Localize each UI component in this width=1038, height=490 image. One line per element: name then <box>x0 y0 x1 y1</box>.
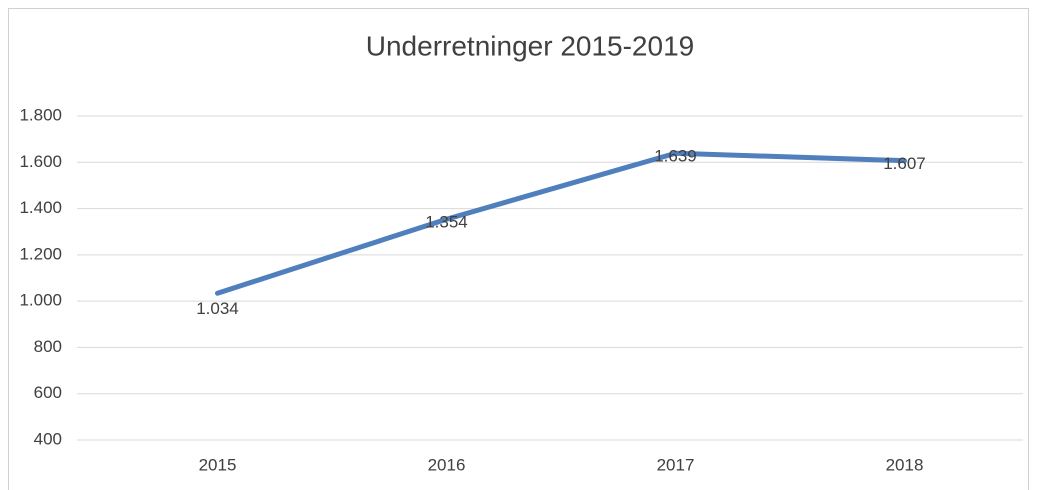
chart-frame <box>8 8 1029 490</box>
y-tick-label: 1.000 <box>19 291 62 310</box>
y-tick-label: 1.400 <box>19 198 62 217</box>
data-label: 1.354 <box>425 213 468 232</box>
x-tick-label: 2016 <box>428 455 466 474</box>
data-label: 1.607 <box>883 154 926 173</box>
y-tick-label: 1.200 <box>19 244 62 263</box>
y-tick-label: 800 <box>34 337 62 356</box>
y-tick-label: 400 <box>34 429 62 448</box>
data-label: 1.639 <box>654 147 697 166</box>
x-tick-label: 2015 <box>199 455 237 474</box>
data-label: 1.034 <box>196 299 239 318</box>
x-tick-label: 2018 <box>886 455 924 474</box>
y-tick-label: 1.600 <box>19 152 62 171</box>
x-tick-label: 2017 <box>657 455 695 474</box>
y-tick-label: 600 <box>34 383 62 402</box>
line <box>215 150 907 296</box>
chart-title: Underretninger 2015-2019 <box>366 30 694 61</box>
y-tick-label: 1.800 <box>19 105 62 124</box>
